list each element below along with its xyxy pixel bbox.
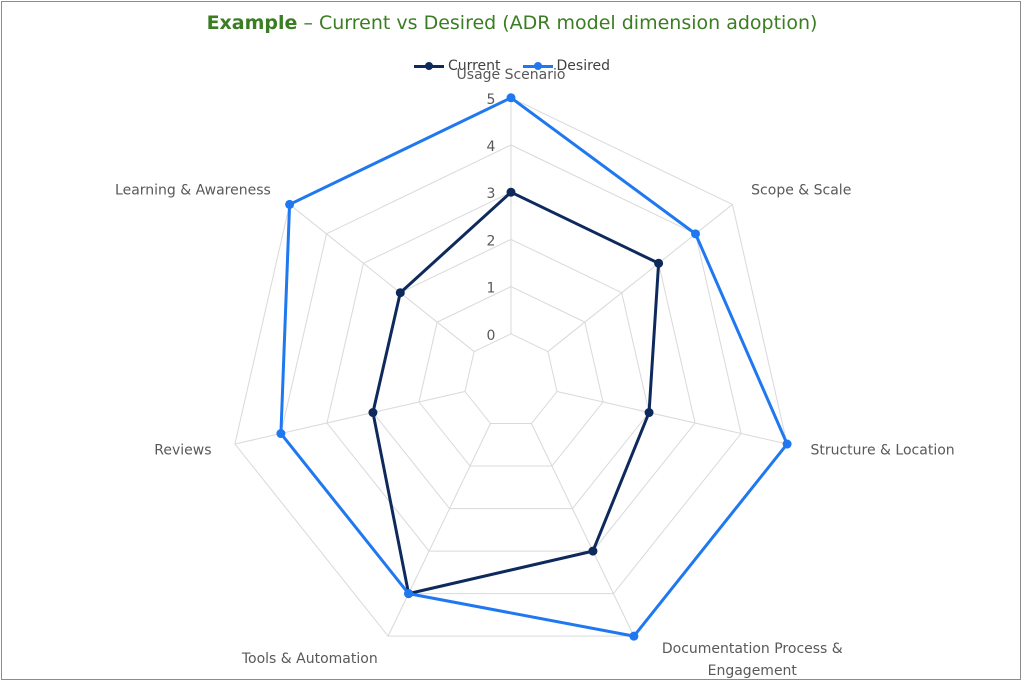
tick-label-2: 2 [487,233,496,249]
tick-label-0: 0 [487,328,496,344]
data-point-current-5 [368,408,378,418]
legend-label-current: Current [447,58,501,74]
grid-ring-1 [418,286,604,467]
chart-title: Example – Current vs Desired (ADR model … [0,12,1024,34]
axis-label-1: Scope & Scale [751,182,851,198]
legend-label-desired: Desired [556,58,611,74]
series-line-desired [279,96,789,638]
tick-label-3: 3 [487,186,496,202]
data-point-desired-0 [506,93,516,103]
chart-title-rest: – Current vs Desired (ADR model dimensio… [297,12,818,34]
data-point-current-0 [506,187,516,197]
chart-title-strong: Example [206,12,298,34]
grid-spoke-1 [547,204,733,352]
data-point-desired-5 [276,429,286,439]
data-point-desired-2 [782,439,792,449]
grid-spoke-5 [234,391,466,445]
axis-label-6: Learning & Awareness [115,182,271,198]
chart-legend: Current Desired [0,58,1024,74]
axis-label-4: Tools & Automation [241,651,378,667]
axis-label-3: Documentation Process & Engagement [662,641,843,679]
axis-label-2: Structure & Location [810,442,954,458]
grid-spoke-2 [556,391,788,445]
data-point-current-2 [644,408,654,418]
axis-label-5: Reviews [154,442,211,458]
data-point-desired-4 [404,589,414,599]
legend-swatch-desired [522,60,553,72]
grid-ring-3 [326,191,696,552]
data-point-current-6 [395,288,405,298]
data-point-current-3 [588,546,598,556]
grid-spoke-4 [387,423,491,637]
legend-item-current: Current [413,58,501,74]
grid-spoke-3 [531,423,635,637]
tick-label-5: 5 [487,92,496,108]
axis-label-0: Usage Scenario [457,67,566,83]
series-line-current [371,190,661,596]
legend-item-desired: Desired [522,58,611,74]
data-point-current-1 [654,258,664,268]
grid-ring-0 [464,333,558,425]
tick-label-1: 1 [487,281,496,297]
tick-label-4: 4 [487,139,496,155]
data-point-desired-1 [691,229,701,239]
data-point-desired-3 [629,631,639,641]
grid-spoke-6 [289,204,475,352]
data-point-desired-6 [285,199,295,209]
grid-ring-5 [234,97,788,637]
legend-swatch-current [413,60,444,72]
grid-ring-4 [280,144,742,595]
